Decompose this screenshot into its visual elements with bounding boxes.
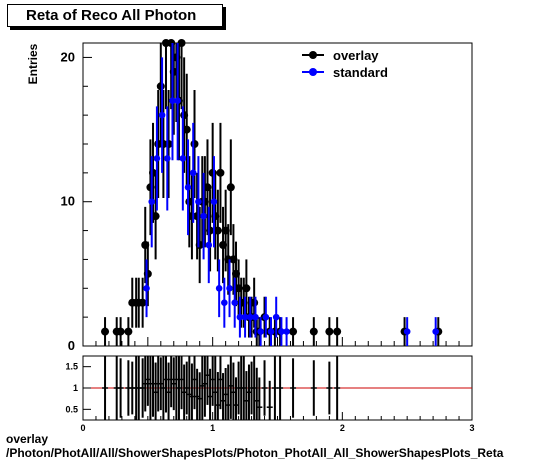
overlay-point	[309, 327, 318, 336]
standard-point	[200, 212, 207, 220]
overlay-point	[289, 327, 298, 336]
ratio-x-tick-label: 0	[80, 423, 85, 433]
standard-point	[195, 198, 202, 206]
standard-point	[184, 183, 192, 191]
ratio-y-tick-label: 1.5	[65, 362, 78, 372]
standard-point	[246, 313, 254, 321]
overlay-point	[325, 327, 334, 336]
ratio-y-tick-label: 0.5	[65, 404, 78, 414]
overlay-point	[151, 212, 160, 221]
footer-label: overlay	[6, 432, 49, 446]
overlay-point	[164, 140, 173, 148]
overlay-point	[138, 298, 147, 307]
standard-point	[179, 155, 187, 162]
overlay-point	[250, 298, 259, 307]
standard-point	[231, 299, 239, 307]
overlay-point	[101, 327, 110, 336]
standard-point	[283, 328, 290, 335]
overlay-point	[116, 327, 125, 336]
overlay-point	[333, 327, 342, 336]
standard-point	[236, 313, 244, 321]
legend-label: standard	[333, 65, 388, 80]
overlay-point	[203, 183, 212, 192]
standard-point	[278, 328, 285, 335]
standard-point	[221, 299, 228, 307]
standard-point	[153, 155, 161, 162]
standard-point	[174, 97, 181, 105]
y-axis-label: Entries	[26, 43, 40, 84]
standard-point	[189, 169, 197, 177]
standard-point	[210, 198, 218, 206]
overlay-point	[156, 82, 165, 91]
legend-marker	[309, 68, 317, 76]
overlay-point	[213, 226, 222, 235]
standard-point	[215, 284, 223, 292]
standard-point	[403, 328, 411, 335]
overlay-point	[182, 125, 191, 134]
standard-point	[158, 111, 166, 119]
standard-point	[432, 328, 439, 335]
overlay-point	[216, 168, 225, 177]
standard-point	[148, 198, 156, 206]
ratio-x-tick-label: 3	[469, 423, 474, 433]
overlay-point	[190, 140, 199, 148]
standard-point	[252, 313, 259, 321]
overlay-point	[143, 269, 152, 278]
ratio-y-tick-label: 1	[73, 383, 78, 393]
standard-point	[267, 328, 275, 335]
ratio-x-tick-label: 2	[340, 423, 345, 433]
standard-point	[163, 155, 171, 162]
legend-label: overlay	[333, 48, 379, 63]
chart-title: Reta of Reco All Photon	[7, 4, 223, 27]
y-tick-label: 20	[61, 49, 75, 64]
y-tick-label: 10	[61, 194, 75, 209]
overlay-point	[242, 284, 251, 293]
standard-point	[262, 313, 270, 321]
overlay-point	[177, 39, 186, 47]
overlay-point	[124, 327, 133, 336]
standard-point	[257, 328, 264, 335]
standard-point	[205, 241, 213, 249]
standard-point	[143, 284, 150, 292]
standard-point	[169, 97, 176, 105]
overlay-point	[226, 183, 235, 192]
ratio-x-tick-label: 1	[210, 423, 215, 433]
y-tick-label: 0	[68, 338, 75, 353]
standard-point	[241, 313, 249, 321]
standard-point	[272, 313, 280, 321]
legend-marker	[309, 51, 317, 59]
standard-point	[226, 284, 233, 292]
overlay-point	[206, 226, 215, 235]
footer-path: /Photon/PhotAll/All/ShowerShapesPlots/Ph…	[6, 446, 504, 460]
